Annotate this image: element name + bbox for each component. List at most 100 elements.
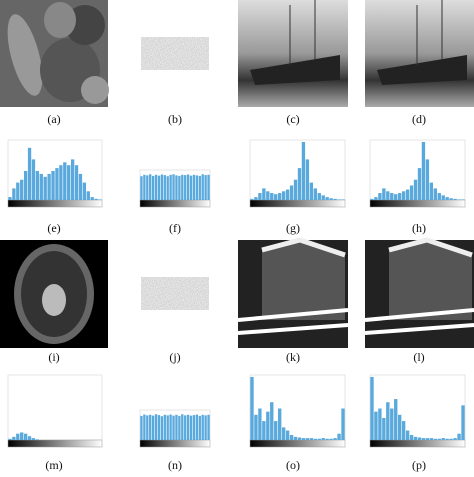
histogram-bar [166,415,169,440]
histogram-bar [329,438,333,440]
histogram-bar [181,174,184,200]
histogram-bar [8,438,12,440]
histogram-bar [301,142,306,200]
histogram-bar [195,175,199,200]
histogram-bar [27,436,32,440]
histogram-bar [437,193,441,200]
panel-label: (d) [412,112,426,126]
histogram-bar [297,437,302,440]
histogram-bar [429,438,434,440]
histogram-bar [457,433,461,440]
panel-label: (p) [412,458,426,472]
histogram-bar [51,171,55,200]
histogram-bar [457,199,461,200]
histogram-bar [370,198,374,200]
histogram-bar [86,191,90,200]
histogram-bar [374,411,378,440]
histogram-bar [149,414,152,440]
histogram-bar [390,193,394,200]
histogram-bar [55,168,59,200]
histogram-bar [198,175,201,200]
histogram-bar [258,408,262,440]
histogram-bar [160,174,164,200]
panel-label: (e) [47,221,60,235]
histogram-bar [429,182,434,200]
histogram-bar [184,415,187,440]
histogram-bar [149,174,152,200]
histogram-bar [445,438,449,440]
histogram-bar [417,437,422,440]
histogram-bar [16,182,20,200]
panel-label: (g) [286,221,300,235]
histogram-bar [12,188,16,200]
histogram-bar [390,408,394,440]
histogram-bar [405,430,410,440]
colorbar [139,439,211,448]
histogram-bar [333,198,337,200]
histogram-bar [20,432,24,440]
histogram-bar [421,142,426,200]
histogram-bar [98,199,102,200]
histogram-bar [254,414,258,440]
image-boat [365,0,474,107]
histogram-bar [461,405,465,440]
histogram-bar [413,179,418,200]
histogram-bar [16,433,20,440]
histogram-bar [195,414,199,440]
colorbar [249,439,346,448]
histogram-bar [293,179,298,200]
panel-label: (c) [286,112,299,126]
histogram-bar [401,421,406,440]
histogram-bar [293,436,298,440]
histogram-bar [417,168,422,200]
histogram-bar [186,174,190,200]
histogram-bar [178,415,181,440]
histogram-bar [163,414,166,440]
histogram-bar [74,165,79,200]
histogram-bar [163,175,166,200]
panel-label: (o) [286,458,300,472]
panel-label: (a) [47,112,60,126]
histogram-bar [146,175,149,200]
histogram-bar [201,414,204,440]
histogram-bar [35,171,40,200]
histogram-bar [437,438,441,440]
plot-frame [7,374,103,441]
image-bridge [364,237,474,348]
histogram-bar [317,438,321,440]
histogram-bar [204,415,207,440]
colorbar [369,439,466,448]
histogram-bar [394,399,398,440]
histogram-bar [394,194,398,200]
histogram-bar [82,182,87,200]
histogram-bar [453,438,457,440]
histogram-bar [441,195,445,200]
histogram-bar [321,195,325,200]
histogram-bar [143,174,146,200]
panel-label: (m) [45,458,62,472]
histogram-bar [378,193,382,200]
histogram-bar [172,415,175,440]
histogram-bar [262,188,266,200]
panel-label: (f) [169,221,181,235]
histogram-bar [23,171,28,200]
image-peppers [0,0,109,107]
histogram-bar [201,174,204,200]
histogram-bar [140,176,143,200]
histogram-bar [157,175,161,200]
histogram-bar [289,185,294,200]
histogram-bar [278,408,282,440]
histogram-bar [189,415,193,440]
histogram-bar [433,188,437,200]
histogram-bar [289,434,294,440]
histogram-bar [160,416,164,440]
histogram-bar [140,415,143,440]
histogram-bar [341,408,345,440]
histogram-bar [184,175,187,200]
histogram-bar [189,175,193,200]
histogram-bar [8,197,12,200]
histogram-bar [192,174,196,200]
histogram-bar [151,415,155,440]
histogram-bar [398,414,402,440]
histogram-bar [409,185,414,200]
